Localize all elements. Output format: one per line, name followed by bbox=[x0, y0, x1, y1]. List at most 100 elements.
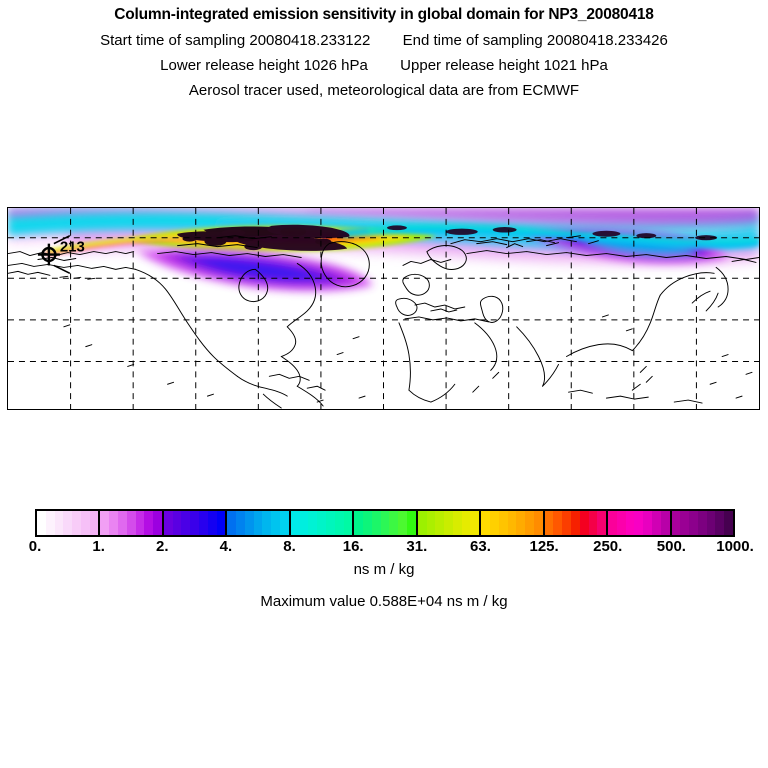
colorbar-step bbox=[144, 511, 154, 535]
plume-core-speckle bbox=[177, 224, 350, 251]
colorbar-segment bbox=[671, 511, 733, 535]
colorbar-step bbox=[308, 511, 318, 535]
colorbar-step bbox=[135, 511, 145, 535]
colorbar-step bbox=[72, 511, 81, 535]
tracer-meteorology-label: Aerosol tracer used, meteorological data… bbox=[188, 81, 580, 99]
colorbar-step bbox=[507, 511, 517, 535]
colorbar-step bbox=[63, 511, 73, 535]
colorbar-step bbox=[89, 511, 99, 535]
colorbar-segment bbox=[544, 511, 609, 535]
map-svg: 213 bbox=[8, 208, 759, 409]
colorbar-step bbox=[100, 511, 110, 535]
colorbar-step bbox=[625, 511, 635, 535]
colorbar-step bbox=[163, 511, 173, 535]
colorbar-step bbox=[244, 511, 254, 535]
map-panel: 213 bbox=[7, 207, 760, 410]
colorbar-step bbox=[253, 511, 263, 535]
colorbar-unit-label: ns m / kg bbox=[353, 561, 415, 578]
colorbar-step bbox=[37, 511, 46, 535]
colorbar-step bbox=[643, 511, 652, 535]
colorbar-step bbox=[380, 511, 390, 535]
release-height-row: Lower release height 1026 hPa Upper rele… bbox=[0, 58, 768, 73]
colorbar-step bbox=[608, 511, 617, 535]
sampling-time-row: Start time of sampling 20080418.233122 E… bbox=[0, 33, 768, 48]
colorbar-step bbox=[660, 511, 670, 535]
colorbar-step bbox=[544, 511, 554, 535]
colorbar-step bbox=[389, 511, 399, 535]
colorbar-step bbox=[371, 511, 381, 535]
colorbar-segment bbox=[354, 511, 418, 535]
colorbar-step bbox=[363, 511, 372, 535]
colorbar-step bbox=[109, 511, 119, 535]
colorbar-step bbox=[553, 511, 563, 535]
colorbar-step bbox=[216, 511, 226, 535]
colorbar-tick: 1. bbox=[92, 538, 105, 555]
colorbar-step bbox=[271, 511, 281, 535]
colorbar-segment bbox=[163, 511, 228, 535]
colorbar-step bbox=[588, 511, 598, 535]
colorbar-tick: 250. bbox=[593, 538, 623, 555]
maximum-value-label: Maximum value 0.588E+04 ns m / kg bbox=[260, 593, 508, 610]
colorbar-tick: 31. bbox=[406, 538, 428, 555]
colorbar-tick: 16. bbox=[342, 538, 364, 555]
colorbar-step bbox=[616, 511, 626, 535]
upper-release-height-label: Upper release height 1021 hPa bbox=[400, 56, 608, 74]
figure-header: Column-integrated emission sensitivity i… bbox=[0, 0, 768, 98]
colorbar-tick: 4. bbox=[219, 538, 233, 555]
colorbar-tick: 2. bbox=[156, 538, 169, 555]
colorbar-step bbox=[299, 511, 309, 535]
colorbar-segment bbox=[227, 511, 291, 535]
colorbar-tick: 125. bbox=[529, 538, 559, 555]
colorbar-strip bbox=[35, 509, 735, 537]
colorbar-step bbox=[651, 511, 661, 535]
colorbar-segment bbox=[481, 511, 545, 535]
colorbar-step bbox=[417, 511, 427, 535]
map-canvas: 213 bbox=[8, 208, 759, 409]
colorbar-step bbox=[227, 511, 237, 535]
colorbar-step bbox=[54, 511, 64, 535]
colorbar-step bbox=[470, 511, 480, 535]
start-time-label: Start time of sampling 20080418.233122 bbox=[100, 31, 371, 49]
colorbar-step bbox=[435, 511, 445, 535]
colorbar-step bbox=[498, 511, 508, 535]
map-gridlines bbox=[8, 208, 759, 409]
colorbar-step bbox=[343, 511, 353, 535]
end-time-label: End time of sampling 20080418.233426 bbox=[402, 31, 668, 49]
colorbar-step bbox=[398, 511, 407, 535]
colorbar-step bbox=[190, 511, 200, 535]
colorbar-step bbox=[334, 511, 344, 535]
colorbar-step bbox=[697, 511, 707, 535]
colorbar-step bbox=[406, 511, 416, 535]
release-marker-label: 213 bbox=[60, 240, 85, 256]
colorbar-step bbox=[597, 511, 607, 535]
colorbar-tick: 0. bbox=[28, 538, 42, 555]
colorbar-step bbox=[461, 511, 471, 535]
colorbar-step bbox=[181, 511, 191, 535]
colorbar-step bbox=[207, 511, 217, 535]
colorbar-step bbox=[634, 511, 644, 535]
colorbar-step bbox=[80, 511, 90, 535]
colorbar-step bbox=[671, 511, 681, 535]
colorbar-segment bbox=[290, 511, 355, 535]
page-title: Column-integrated emission sensitivity i… bbox=[114, 6, 654, 23]
colorbar-step bbox=[715, 511, 725, 535]
colorbar-tick: 1000. bbox=[716, 538, 754, 555]
colorbar: 0. 1. 2. 4. 8. 16. 31. 63. 125. 250. 500. 1000. bbox=[29, 509, 754, 554]
colorbar-step bbox=[354, 511, 364, 535]
colorbar-step bbox=[689, 511, 698, 535]
colorbar-step bbox=[290, 511, 300, 535]
colorbar-step bbox=[525, 511, 534, 535]
colorbar-segment bbox=[37, 511, 101, 535]
colorbar-step bbox=[317, 511, 326, 535]
lower-release-height-label: Lower release height 1026 hPa bbox=[160, 56, 368, 74]
colorbar-step bbox=[579, 511, 589, 535]
colorbar-step bbox=[153, 511, 162, 535]
colorbar-segment bbox=[100, 511, 164, 535]
colorbar-tick-labels: 0. 1. 2. 4. 8. 16. 31. 63. 125. 250. 500. 1000. bbox=[29, 537, 754, 559]
colorbar-segment bbox=[608, 511, 672, 535]
colorbar-step bbox=[426, 511, 436, 535]
colorbar-step bbox=[126, 511, 136, 535]
colorbar-tick: 500. bbox=[656, 538, 686, 555]
colorbar-step bbox=[262, 511, 272, 535]
